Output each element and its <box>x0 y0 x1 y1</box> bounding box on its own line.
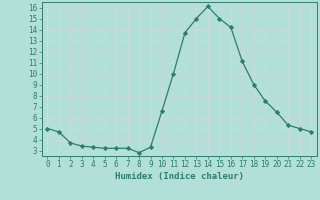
X-axis label: Humidex (Indice chaleur): Humidex (Indice chaleur) <box>115 172 244 181</box>
